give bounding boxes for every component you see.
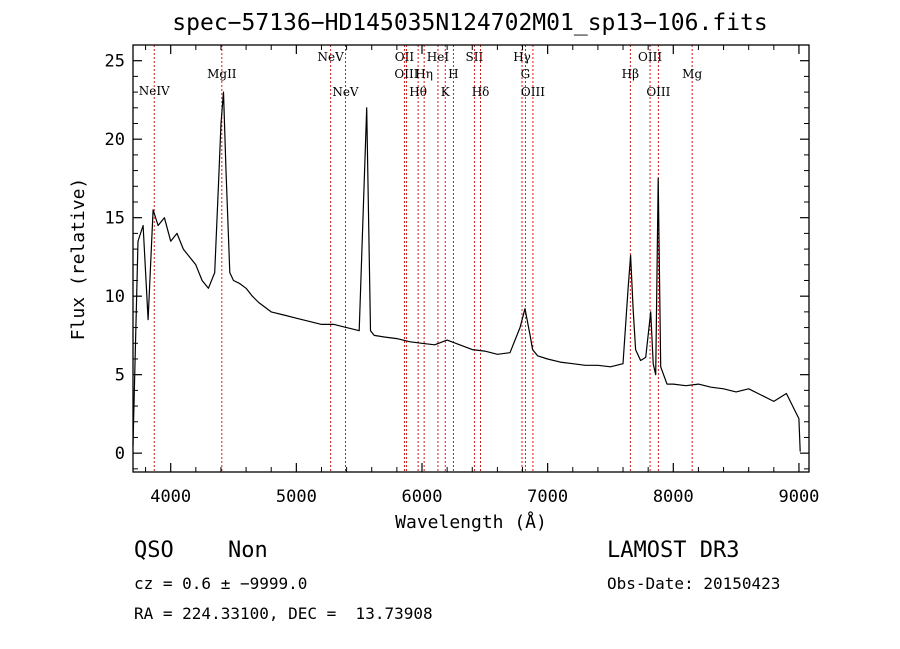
x-axis: 4000 5000 6000 7000 8000 9000: [145, 45, 819, 507]
emission-line-markers: NeIV MgII NeV NeV OII OIII Hθ Hη HeI KH SII Hδ Hγ G OI…: [139, 45, 702, 472]
line-marker-label: G: [521, 67, 531, 81]
x-tick-label: 8000: [653, 487, 694, 507]
spectrum-chart: NeIV MgII NeV NeV OII OIII Hθ Hη HeI KH SII Hδ Hγ G OI…: [68, 10, 820, 533]
line-marker-label: Hγ: [513, 50, 531, 64]
line-marker-label: NeV: [332, 85, 359, 99]
line-marker-label: Hθ: [409, 85, 427, 99]
coordinates-readout: RA = 224.33100, DEC = 13.73908: [134, 604, 433, 623]
chart-title: spec−57136−HD145035N124702M01_sp13−106.f…: [172, 10, 767, 36]
line-marker-label: NeV: [318, 50, 345, 64]
line-marker-label: SII: [466, 50, 484, 64]
observation-date: Obs-Date: 20150423: [607, 574, 781, 593]
line-marker-label: MgII: [207, 67, 237, 81]
line-marker-label: NeIV: [139, 84, 170, 98]
y-axis: 0 5 10 15 20 25: [105, 44, 809, 470]
line-marker-label: K: [441, 85, 451, 99]
line-marker-label: OIII: [521, 85, 545, 99]
line-marker-label: H: [448, 67, 458, 81]
y-tick-label: 15: [105, 209, 125, 229]
y-axis-label: Flux (relative): [68, 178, 89, 341]
x-tick-label: 7000: [527, 487, 568, 507]
y-tick-label: 10: [105, 287, 125, 307]
object-subclass: Non: [228, 538, 268, 563]
x-tick-label: 4000: [150, 487, 191, 507]
survey-label: LAMOST DR3: [607, 538, 740, 563]
line-marker-label: OIII: [646, 85, 670, 99]
y-tick-label: 25: [105, 52, 125, 72]
x-axis-label: Wavelength (Å): [395, 511, 547, 533]
y-tick-label: 5: [115, 366, 125, 386]
line-marker-label: OIII: [394, 67, 418, 81]
y-tick-label: 20: [105, 130, 125, 150]
line-marker-label: Hη: [415, 67, 433, 81]
line-marker-label: Hδ: [472, 85, 490, 99]
x-tick-label: 9000: [778, 487, 819, 507]
redshift-readout: cz = 0.6 ± −9999.0: [134, 574, 308, 593]
line-marker-label: Hβ: [622, 67, 639, 81]
line-marker-label: Mg: [682, 67, 702, 81]
y-tick-label: 0: [115, 444, 125, 464]
object-class: QSO: [134, 538, 174, 563]
line-marker-label: HeI: [427, 50, 450, 64]
x-tick-label: 5000: [276, 487, 317, 507]
spectrum-line: [132, 91, 801, 452]
line-marker-label: OIII: [638, 50, 662, 64]
plot-frame: [132, 44, 810, 473]
line-marker-label: OII: [395, 50, 415, 64]
x-tick-label: 6000: [402, 487, 443, 507]
